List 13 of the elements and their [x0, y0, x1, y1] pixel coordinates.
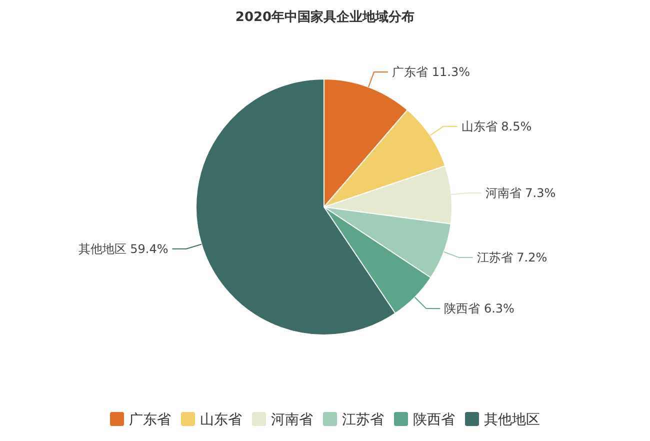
category-label: 陕西省 6.3%: [444, 302, 514, 316]
category-label: 其他地区 59.4%: [78, 242, 168, 256]
legend-label: 陕西省: [413, 412, 455, 428]
legend-label: 山东省: [200, 412, 242, 428]
legend-label: 其他地区: [484, 412, 540, 428]
legend-label: 广东省: [129, 412, 171, 428]
category-label: 山东省 8.5%: [461, 120, 532, 134]
category-label: 江苏省 7.2%: [476, 250, 548, 265]
category-label: 广东省 11.3%: [392, 65, 470, 80]
legend-label: 江苏省: [342, 412, 384, 428]
chart-title: 2020年中国家具企业地域分布: [235, 9, 415, 25]
legend-label: 河南省: [271, 412, 313, 428]
category-label: 河南省 7.3%: [485, 186, 556, 200]
